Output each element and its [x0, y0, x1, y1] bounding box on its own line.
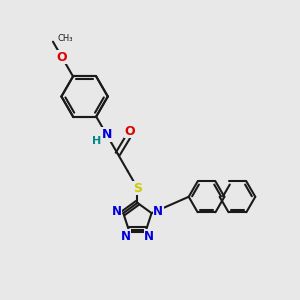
Text: H: H	[92, 136, 102, 146]
Text: N: N	[121, 230, 131, 243]
Text: N: N	[101, 128, 112, 141]
Text: S: S	[133, 182, 142, 194]
Text: O: O	[124, 125, 135, 138]
Text: N: N	[144, 230, 154, 243]
Text: N: N	[153, 205, 163, 218]
Text: N: N	[112, 205, 122, 218]
Text: CH₃: CH₃	[57, 34, 73, 43]
Text: O: O	[57, 51, 67, 64]
